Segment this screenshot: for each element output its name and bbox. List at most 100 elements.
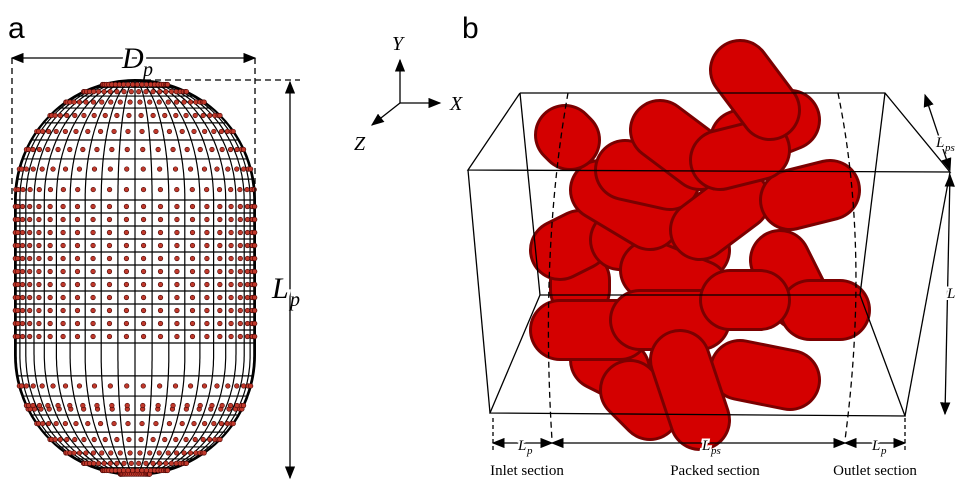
mesh-node <box>144 82 149 87</box>
mesh-node <box>58 113 63 118</box>
mesh-node <box>24 384 29 389</box>
panel-label: a <box>8 12 25 45</box>
mesh-node <box>37 243 42 248</box>
mesh-node <box>91 256 96 261</box>
mesh-node <box>215 384 220 389</box>
mesh-node <box>130 468 135 473</box>
mesh-node <box>37 295 42 300</box>
mesh-node <box>108 451 113 456</box>
mesh-node <box>205 269 210 274</box>
mesh-node <box>48 217 53 222</box>
mesh-node <box>248 167 253 172</box>
mesh-node <box>173 167 178 172</box>
mesh-node <box>201 437 206 442</box>
mesh-node <box>140 403 145 408</box>
mesh-node <box>218 230 223 235</box>
mesh-node <box>229 230 234 235</box>
mesh-node <box>229 308 234 313</box>
mesh-node <box>141 187 146 192</box>
mesh-node <box>136 461 141 466</box>
mesh-node <box>218 321 223 326</box>
mesh-node <box>77 384 82 389</box>
axis-label: X <box>449 93 463 115</box>
mesh-node <box>238 256 243 261</box>
mesh-node <box>61 269 66 274</box>
mesh-node <box>61 282 66 287</box>
mesh-node <box>75 217 80 222</box>
mesh-node <box>238 243 243 248</box>
mesh-node <box>175 230 180 235</box>
mesh-node <box>124 282 129 287</box>
mesh-node <box>192 421 197 426</box>
mesh-node <box>252 230 257 235</box>
mesh-node <box>174 113 179 118</box>
mesh-node <box>54 129 59 134</box>
mesh-node <box>15 282 20 287</box>
mesh-node <box>91 308 96 313</box>
mesh-node <box>175 282 180 287</box>
mesh-node <box>229 243 234 248</box>
mesh-node <box>141 217 146 222</box>
mesh-node <box>75 295 80 300</box>
mesh-node <box>61 217 66 222</box>
mesh-node <box>107 243 112 248</box>
mesh-node <box>98 129 103 134</box>
mesh-node <box>218 204 223 209</box>
mesh-node <box>184 461 189 466</box>
mesh-node <box>164 89 169 94</box>
mesh-node <box>252 256 257 261</box>
mesh-node <box>91 187 96 192</box>
mesh-node <box>127 437 132 442</box>
mesh-node <box>53 113 58 118</box>
mesh-node <box>210 147 215 152</box>
mesh-node <box>124 230 129 235</box>
mesh-node <box>165 468 170 473</box>
mesh-node <box>81 147 86 152</box>
mesh-node <box>202 129 207 134</box>
mesh-node <box>75 334 80 339</box>
mesh-node <box>75 187 80 192</box>
mesh-node <box>63 421 68 426</box>
particle <box>700 200 740 230</box>
mesh-node <box>115 461 120 466</box>
mesh-node <box>48 334 53 339</box>
mesh-node <box>124 269 129 274</box>
mesh-node <box>175 243 180 248</box>
mesh-node <box>16 187 21 192</box>
mesh-node <box>91 282 96 287</box>
mesh-node <box>37 217 42 222</box>
mesh-node <box>229 282 234 287</box>
mesh-node <box>235 147 240 152</box>
mesh-node <box>128 451 133 456</box>
mesh-node <box>226 384 231 389</box>
mesh-node <box>158 230 163 235</box>
mesh-node <box>252 321 257 326</box>
mesh-node <box>158 187 163 192</box>
mesh-node <box>91 269 96 274</box>
mesh-node <box>202 451 207 456</box>
mesh-node <box>220 403 225 408</box>
mesh-node <box>190 217 195 222</box>
mesh-node <box>231 421 236 426</box>
mesh-node <box>188 100 193 105</box>
mesh-node <box>185 147 190 152</box>
mesh-node <box>72 451 77 456</box>
mesh-node <box>169 461 174 466</box>
mesh-node <box>92 437 97 442</box>
mesh-node <box>220 147 225 152</box>
mesh-node <box>151 461 156 466</box>
mesh-node <box>151 113 156 118</box>
mesh-node <box>158 269 163 274</box>
mesh-node <box>27 308 32 313</box>
mesh-node <box>141 384 146 389</box>
mesh-node <box>218 256 223 261</box>
mesh-node <box>141 334 146 339</box>
mesh-node <box>122 89 127 94</box>
mesh-node <box>107 187 112 192</box>
mesh-node <box>204 187 209 192</box>
mesh-node <box>75 230 80 235</box>
mesh-node <box>228 147 233 152</box>
mesh-node <box>115 437 120 442</box>
mesh-node <box>31 147 36 152</box>
mesh-node <box>67 147 72 152</box>
